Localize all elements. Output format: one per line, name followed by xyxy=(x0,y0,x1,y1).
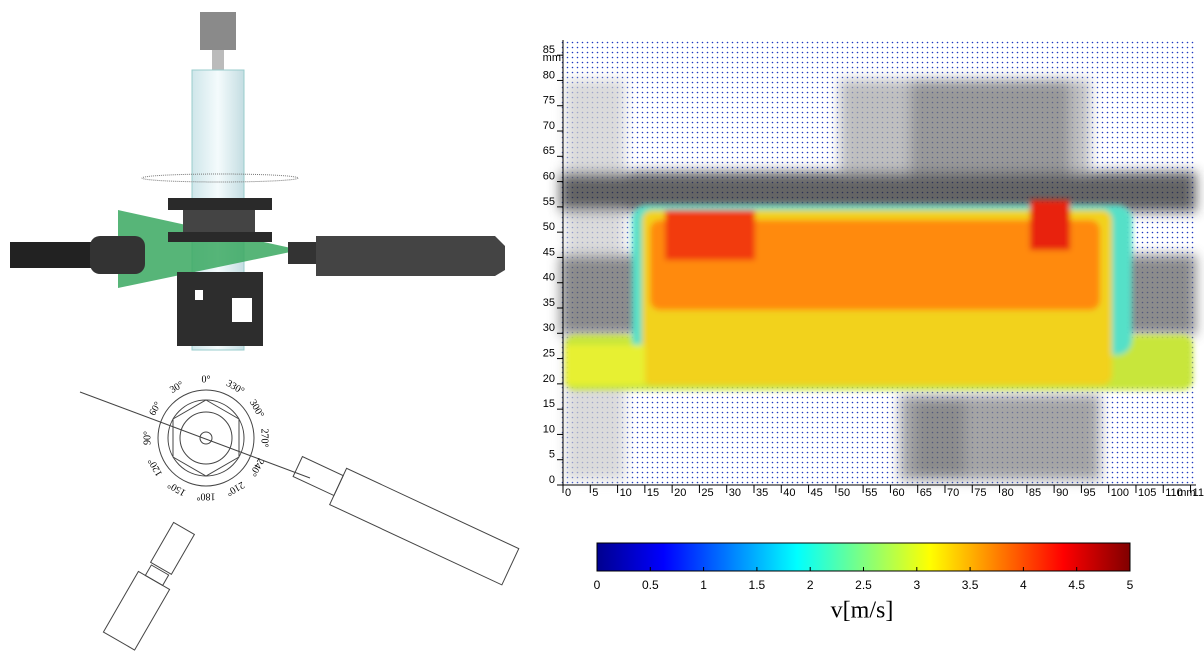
rendering xyxy=(10,12,505,351)
axes: 0 5 10 15 20 25 30 35 40 45 50 55 60 65 70 75 80 85 90 95 10… xyxy=(543,40,1204,499)
colorbar-tick-label: 1 xyxy=(700,578,707,592)
camera-right xyxy=(316,236,505,276)
x-tick-label: 45 xyxy=(811,487,823,499)
y-tick-label: 55 xyxy=(543,196,555,208)
colorbar-tick-label: 4 xyxy=(1020,578,1027,592)
angle-label: 90° xyxy=(142,431,153,445)
colorbar-label: v[m/s] xyxy=(831,598,894,624)
lens-left xyxy=(90,236,145,274)
y-tick-label: 30 xyxy=(543,322,555,334)
colorbar-tick-label: 0.5 xyxy=(642,578,659,592)
angle-label: 0° xyxy=(202,374,211,385)
y-tick-label: 35 xyxy=(543,297,555,309)
colorbar xyxy=(596,542,1131,572)
x-tick-label: 110 xyxy=(1165,487,1183,499)
y-tick-label: 45 xyxy=(543,246,555,258)
x-tick-label: 60 xyxy=(892,487,904,499)
x-tick-label: 85 xyxy=(1029,487,1041,499)
ring-top xyxy=(168,198,272,210)
angle-label: 300° xyxy=(247,398,266,420)
colorbar-tick-label: 2.5 xyxy=(855,578,872,592)
compass xyxy=(157,389,255,487)
angle-label: 210° xyxy=(224,479,246,498)
x-tick-label: 100 xyxy=(1111,487,1129,499)
camera-schematic-2 xyxy=(102,570,171,651)
y-tick-label: 85 xyxy=(543,44,555,56)
base-hole xyxy=(195,290,203,300)
compass-inner xyxy=(167,399,245,477)
lens-right xyxy=(288,242,316,264)
y-tick-label: 65 xyxy=(543,145,555,157)
x-tick-label: 90 xyxy=(1056,487,1068,499)
x-tick-label: 55 xyxy=(865,487,877,499)
x-tick-label: 115 xyxy=(1193,487,1204,499)
velocity-field xyxy=(565,200,1193,390)
center xyxy=(199,431,213,445)
y-tick-label: 0 xyxy=(549,474,555,486)
axis-line xyxy=(79,391,311,479)
colorbar-tick-label: 2 xyxy=(807,578,814,592)
x-tick-label: 75 xyxy=(974,487,986,499)
x-tick-label: 65 xyxy=(920,487,932,499)
angle-label: 60° xyxy=(147,400,164,418)
x-tick-label: 105 xyxy=(1138,487,1156,499)
angle-labels: 0° 30°60° 90° 120°150° 180° 210°240° 270° 300°3… xyxy=(142,374,269,501)
x-tick-label: 5 xyxy=(592,487,598,499)
y-tick-label: 70 xyxy=(543,120,555,132)
x-tick-label: 80 xyxy=(1002,487,1014,499)
x-tick-label: 40 xyxy=(783,487,795,499)
y-tick-label: 75 xyxy=(543,95,555,107)
nozzle-head xyxy=(200,12,236,50)
colorbar-tick-label: 0 xyxy=(594,578,601,592)
colorbar-tick-label: 3 xyxy=(913,578,920,592)
x-tick-label: 20 xyxy=(674,487,686,499)
ring-bottom xyxy=(168,232,272,242)
y-tick-label: 10 xyxy=(543,423,555,435)
x-tick-label: 15 xyxy=(647,487,659,499)
y-tick-label: 60 xyxy=(543,170,555,182)
colorbar-tick-label: 3.5 xyxy=(962,578,979,592)
x-tick-label: 35 xyxy=(756,487,768,499)
colorbar-tick-label: 1.5 xyxy=(749,578,766,592)
colorbar-tick-label: 5 xyxy=(1127,578,1134,592)
angle-label: 180° xyxy=(197,491,216,502)
x-tick-label: 50 xyxy=(838,487,850,499)
lens-schematic xyxy=(292,455,344,497)
x-tick-label: 0 xyxy=(565,487,571,499)
angle-label: 240° xyxy=(247,456,266,478)
angle-label: 120° xyxy=(146,456,165,478)
light-sheet xyxy=(118,210,300,288)
camera-schematic xyxy=(329,467,520,586)
x-tick-label: 70 xyxy=(947,487,959,499)
core xyxy=(179,411,233,465)
y-tick-label: 20 xyxy=(543,373,555,385)
angle-label: 330° xyxy=(224,378,246,397)
y-tick-label: 25 xyxy=(543,347,555,359)
angle-label: 30° xyxy=(168,379,186,396)
x-axis-label: mm xyxy=(1177,487,1195,499)
y-tick-label: 40 xyxy=(543,272,555,284)
y-tick-label: 15 xyxy=(543,398,555,410)
ring xyxy=(183,210,255,232)
y-axis-label: mm xyxy=(543,52,561,64)
x-tick-label: 95 xyxy=(1083,487,1095,499)
angle-label: 150° xyxy=(166,479,188,498)
hexagon xyxy=(172,399,240,477)
x-tick-label: 30 xyxy=(729,487,741,499)
y-tick-label: 80 xyxy=(543,69,555,81)
schematic xyxy=(79,389,520,651)
angle-label: 270° xyxy=(259,429,270,448)
colorbar-tick-label: 4.5 xyxy=(1068,578,1085,592)
x-tick-label: 10 xyxy=(620,487,632,499)
x-tick-label: 25 xyxy=(701,487,713,499)
camera-left xyxy=(10,242,100,268)
lens-schematic-2 xyxy=(149,521,196,575)
disk xyxy=(141,173,299,183)
y-tick-label: 50 xyxy=(543,221,555,233)
base-window xyxy=(232,298,252,322)
y-tick-label: 5 xyxy=(549,449,555,461)
